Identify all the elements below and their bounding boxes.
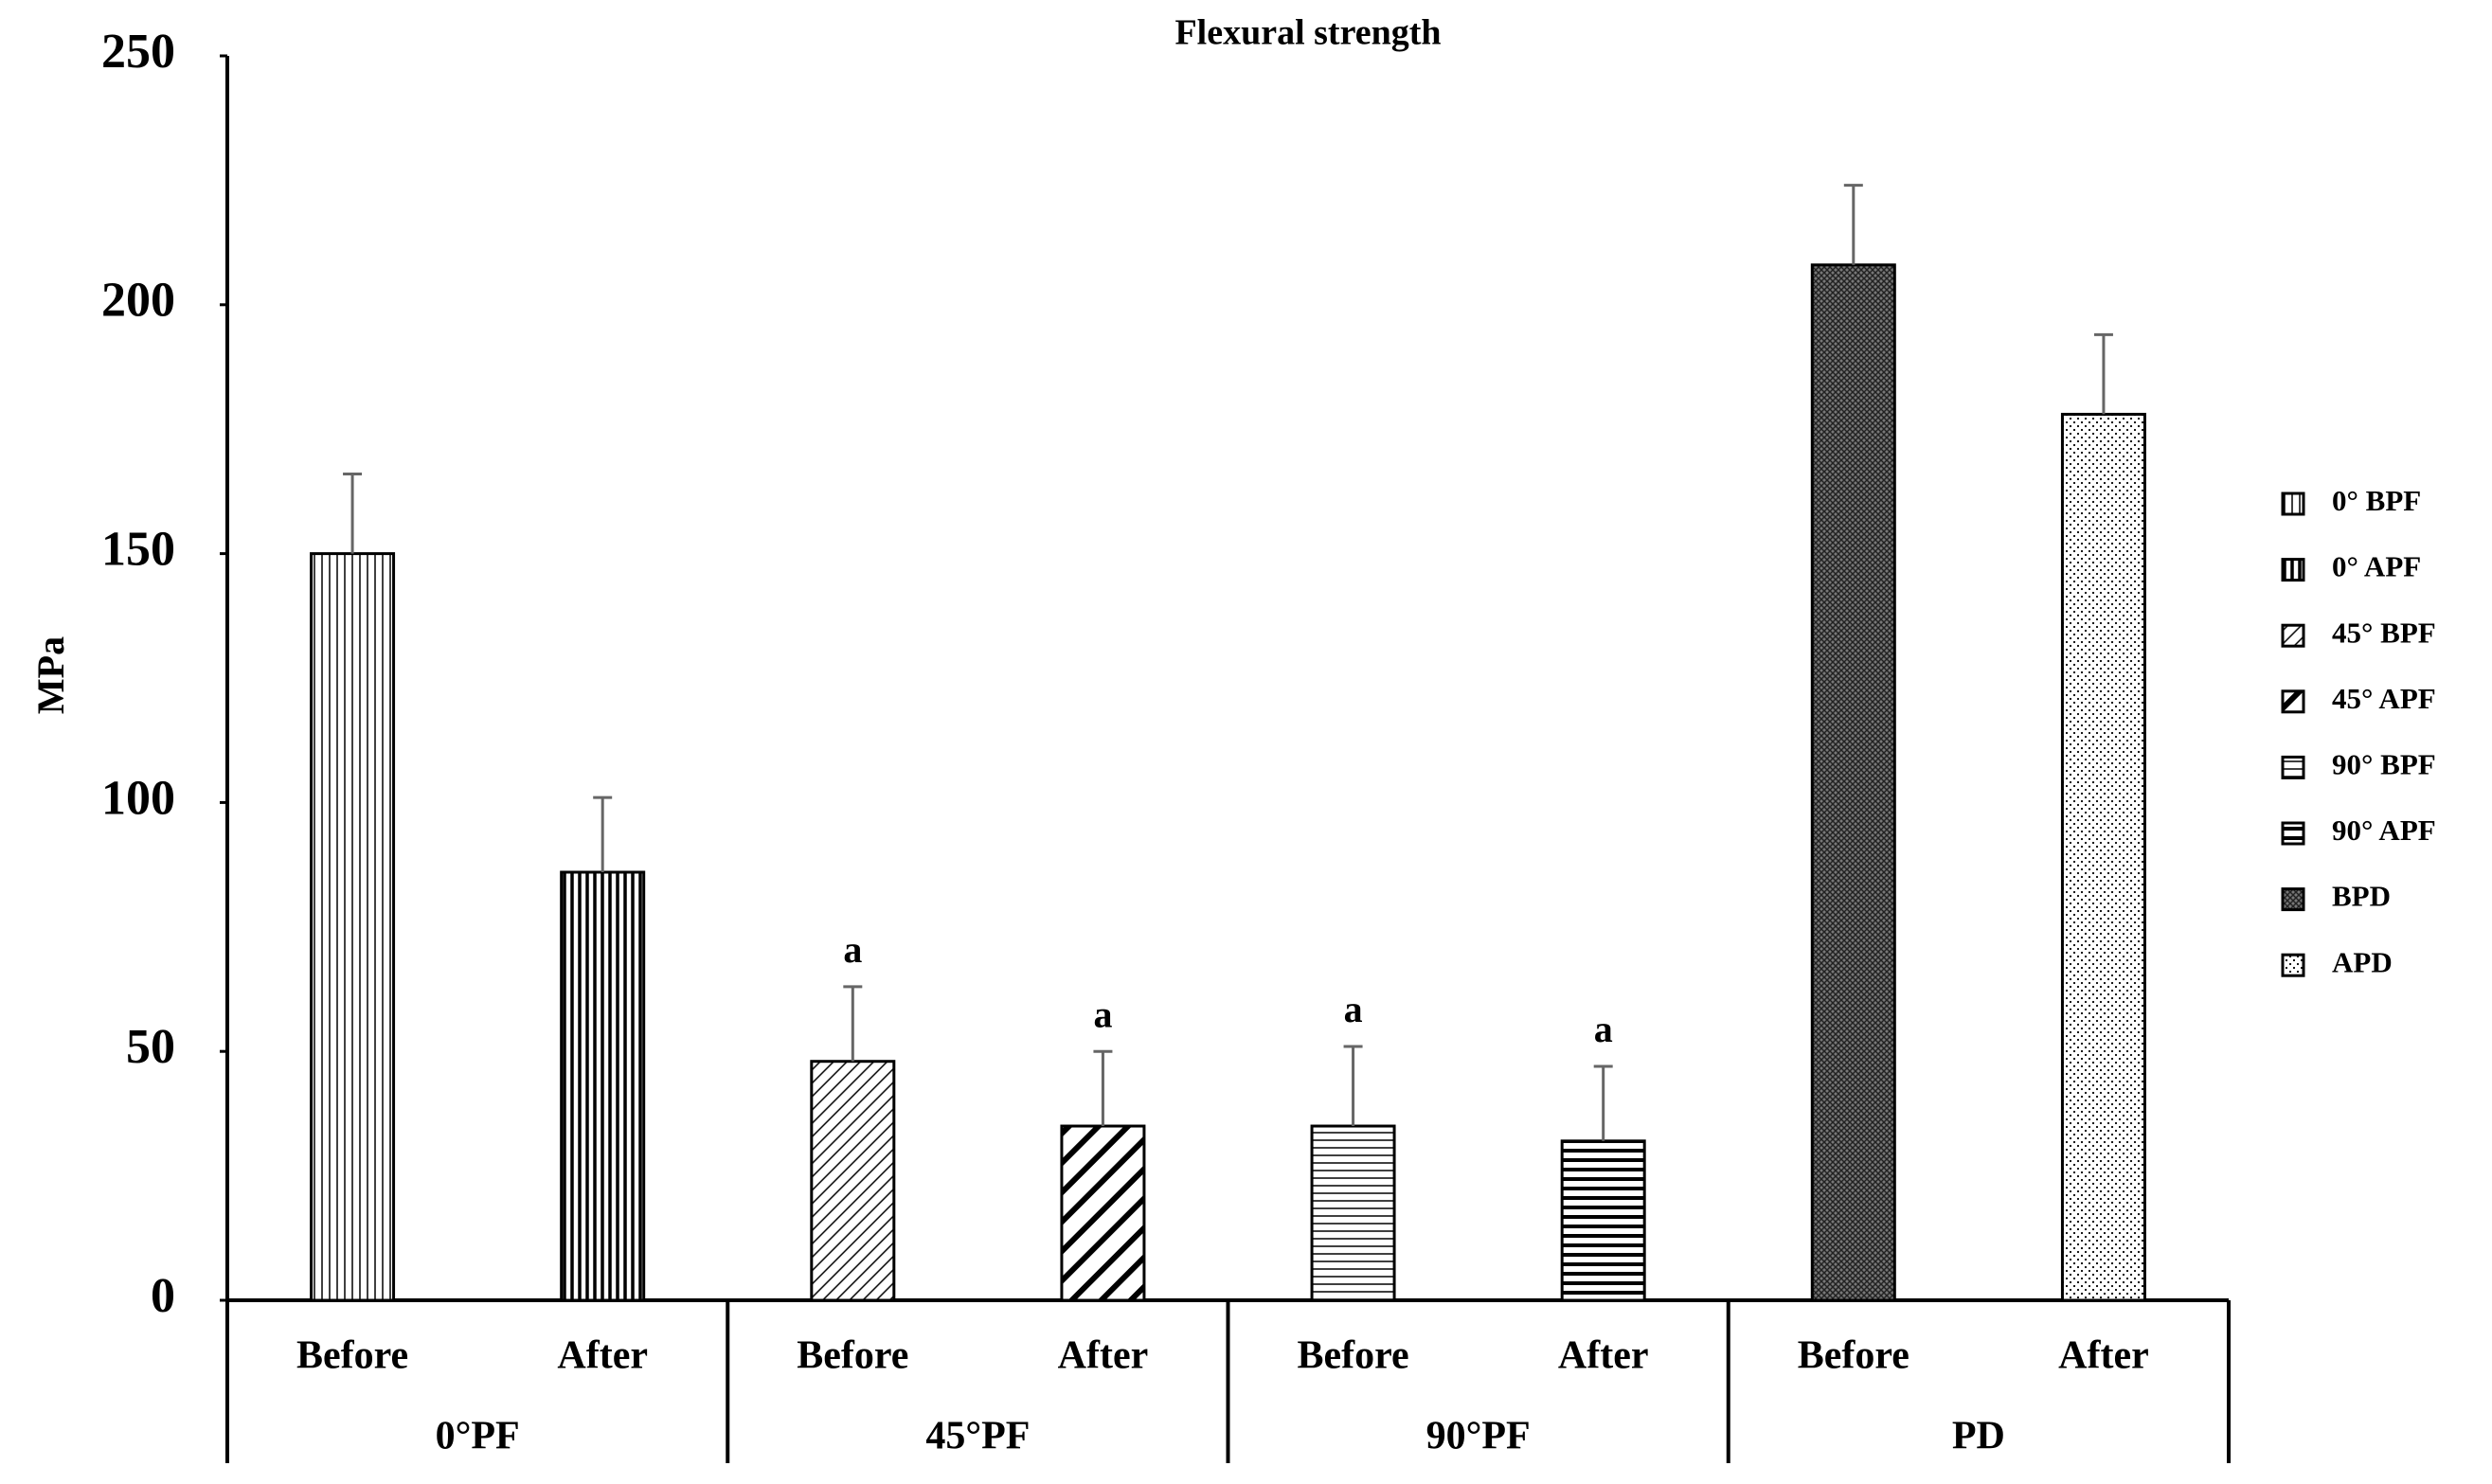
legend-swatch xyxy=(2281,821,2305,846)
legend-swatch xyxy=(2281,887,2305,912)
x-tick-label: After xyxy=(557,1334,648,1378)
legend-label: 0° APF xyxy=(2332,550,2421,583)
y-tick-label: 250 xyxy=(101,25,175,79)
legend-label: 90° BPF xyxy=(2332,748,2436,781)
bar xyxy=(1560,1139,1646,1302)
y-tick-label: 100 xyxy=(101,771,175,825)
x-tick-label: Before xyxy=(797,1334,908,1378)
y-axis-label: MPa xyxy=(29,636,72,714)
error-bar xyxy=(843,985,863,1062)
legend-label: 0° BPF xyxy=(2332,484,2421,517)
error-bar xyxy=(1843,184,1863,265)
legend-label: BPD xyxy=(2332,880,2391,913)
legend-swatch xyxy=(2281,953,2305,977)
error-bar xyxy=(593,796,613,872)
y-tick-label: 150 xyxy=(101,523,175,577)
legend-swatch xyxy=(2281,755,2305,779)
group-label: 45°PF xyxy=(925,1415,1030,1458)
annotation: a xyxy=(1344,988,1363,1030)
group-label: 90°PF xyxy=(1426,1415,1531,1458)
bar xyxy=(310,552,396,1302)
legend-swatch xyxy=(2281,558,2305,582)
bar xyxy=(2060,412,2146,1302)
x-tick-label: Before xyxy=(1297,1334,1408,1378)
group-label: PD xyxy=(1952,1415,2005,1458)
bar xyxy=(560,870,646,1302)
group-label: 0°PF xyxy=(436,1415,520,1458)
legend-swatch xyxy=(2281,492,2305,516)
x-tick-label: After xyxy=(1558,1334,1649,1378)
bar xyxy=(810,1060,896,1302)
annotation: a xyxy=(1594,1008,1613,1050)
bar xyxy=(1060,1124,1146,1302)
x-tick-label: Before xyxy=(296,1334,408,1378)
x-tick-label: After xyxy=(2058,1334,2149,1378)
legend-label: 90° APF xyxy=(2332,814,2436,847)
legend-label: 45° BPF xyxy=(2332,616,2436,649)
bar xyxy=(1310,1124,1396,1302)
error-bar xyxy=(343,473,363,554)
error-bar xyxy=(1093,1049,1113,1127)
annotation: a xyxy=(843,928,862,971)
legend-swatch xyxy=(2281,623,2305,648)
y-tick-label: 0 xyxy=(151,1269,175,1323)
error-bar xyxy=(1593,1064,1613,1141)
error-bar xyxy=(2093,332,2113,415)
bar xyxy=(1810,263,1896,1302)
annotation: a xyxy=(1093,992,1112,1035)
chart-title: Flexural strength xyxy=(1174,13,1441,53)
x-tick-label: Before xyxy=(1798,1334,1909,1378)
y-tick-label: 50 xyxy=(126,1020,175,1074)
x-tick-label: After xyxy=(1058,1334,1149,1378)
y-tick-label: 200 xyxy=(101,274,175,328)
legend-label: 45° APF xyxy=(2332,682,2436,715)
legend-label: APD xyxy=(2332,945,2393,978)
legend-swatch xyxy=(2281,689,2305,714)
error-bar xyxy=(1343,1045,1363,1127)
